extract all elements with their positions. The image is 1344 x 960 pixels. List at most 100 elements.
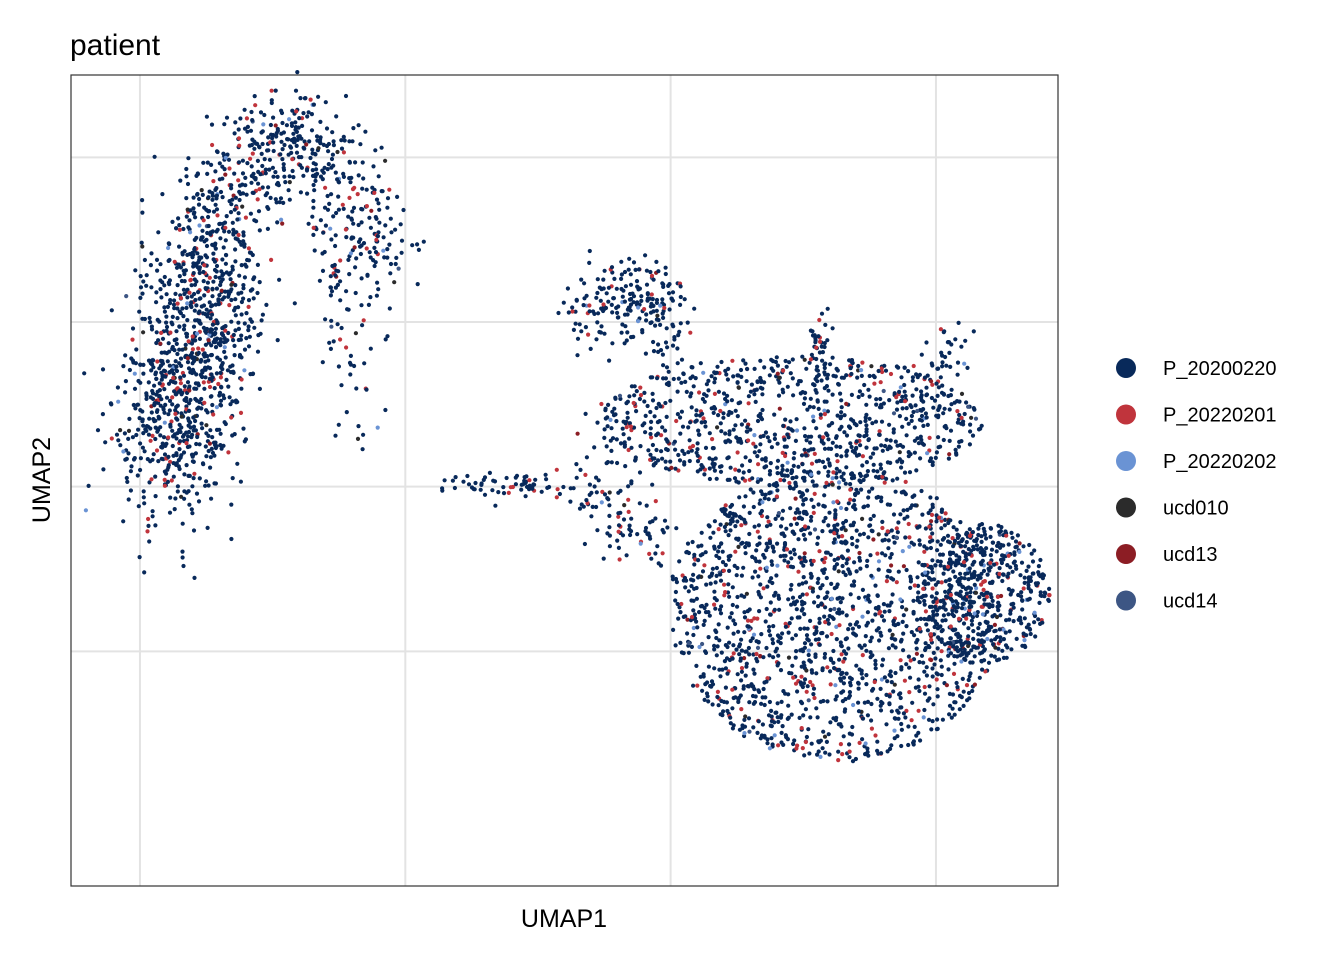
data-point (878, 466, 884, 471)
data-point (868, 650, 873, 655)
data-point (311, 102, 316, 107)
data-point (653, 323, 658, 328)
data-point (932, 577, 937, 582)
data-point (808, 618, 813, 624)
data-point (786, 560, 791, 565)
data-point (123, 379, 128, 384)
data-point (922, 562, 927, 568)
data-point (736, 401, 741, 406)
data-point (914, 651, 920, 656)
data-point (575, 336, 581, 341)
data-point (244, 264, 249, 269)
data-point (831, 540, 836, 545)
data-point (764, 679, 769, 684)
data-point (896, 716, 901, 721)
data-point (166, 241, 171, 246)
data-point (875, 748, 880, 753)
data-point (213, 274, 218, 280)
data-point (1006, 542, 1011, 547)
data-point (743, 361, 748, 366)
data-point (210, 294, 215, 299)
data-point (209, 312, 215, 317)
data-point (800, 592, 805, 597)
data-point (809, 642, 814, 647)
data-point (826, 457, 831, 462)
data-point (660, 281, 665, 286)
data-point (917, 626, 922, 631)
data-point (966, 404, 971, 409)
data-point (199, 406, 204, 411)
data-point (694, 418, 699, 423)
data-point (678, 431, 683, 436)
data-point (615, 310, 620, 315)
data-point (175, 306, 180, 311)
data-point (954, 527, 959, 532)
data-point (312, 188, 317, 193)
data-point (649, 301, 654, 306)
data-point (801, 532, 806, 538)
data-point (685, 541, 691, 546)
data-point (787, 621, 792, 626)
data-point (700, 465, 705, 470)
data-point (473, 480, 478, 486)
data-point (342, 138, 347, 143)
data-point (685, 631, 690, 636)
data-point (848, 592, 853, 597)
data-point (177, 227, 182, 232)
data-point (1027, 542, 1032, 548)
data-point (171, 434, 176, 439)
data-point (648, 452, 653, 457)
data-point (297, 116, 302, 121)
data-point (728, 465, 733, 470)
data-point (725, 625, 730, 630)
data-point (964, 597, 969, 603)
data-point (725, 671, 730, 676)
data-point (277, 200, 282, 205)
data-point (677, 329, 682, 334)
data-point (130, 326, 136, 331)
data-point (358, 251, 363, 257)
data-point (169, 320, 174, 325)
data-point (155, 317, 160, 322)
data-point (184, 441, 189, 446)
data-point (691, 384, 696, 389)
data-point (858, 420, 863, 425)
data-point (782, 478, 787, 483)
data-point (141, 495, 146, 500)
data-point (228, 289, 233, 294)
data-point (187, 218, 192, 223)
data-point (83, 508, 88, 513)
data-point (870, 486, 875, 491)
data-point (167, 349, 172, 354)
data-point (703, 650, 709, 656)
data-point (800, 602, 805, 607)
data-point (171, 375, 176, 381)
data-point (915, 575, 920, 580)
data-point (223, 252, 229, 258)
data-point (848, 523, 853, 528)
data-point (313, 178, 318, 183)
data-point (739, 707, 744, 712)
data-point (837, 480, 842, 485)
data-point (214, 286, 219, 291)
data-point (865, 713, 871, 718)
data-point (891, 577, 896, 582)
data-point (649, 320, 654, 325)
data-point (570, 305, 575, 310)
data-point (616, 490, 621, 495)
data-point (843, 518, 849, 524)
data-point (743, 714, 748, 719)
data-point (880, 525, 885, 531)
data-point (835, 499, 840, 504)
data-point (758, 653, 763, 659)
data-point (964, 540, 969, 545)
data-point (709, 573, 714, 578)
data-point (309, 128, 315, 133)
data-point (207, 366, 213, 371)
data-point (707, 431, 712, 436)
data-point (803, 537, 808, 542)
data-point (638, 444, 643, 449)
data-point (220, 326, 225, 331)
data-point (895, 476, 900, 481)
data-point (984, 590, 989, 596)
